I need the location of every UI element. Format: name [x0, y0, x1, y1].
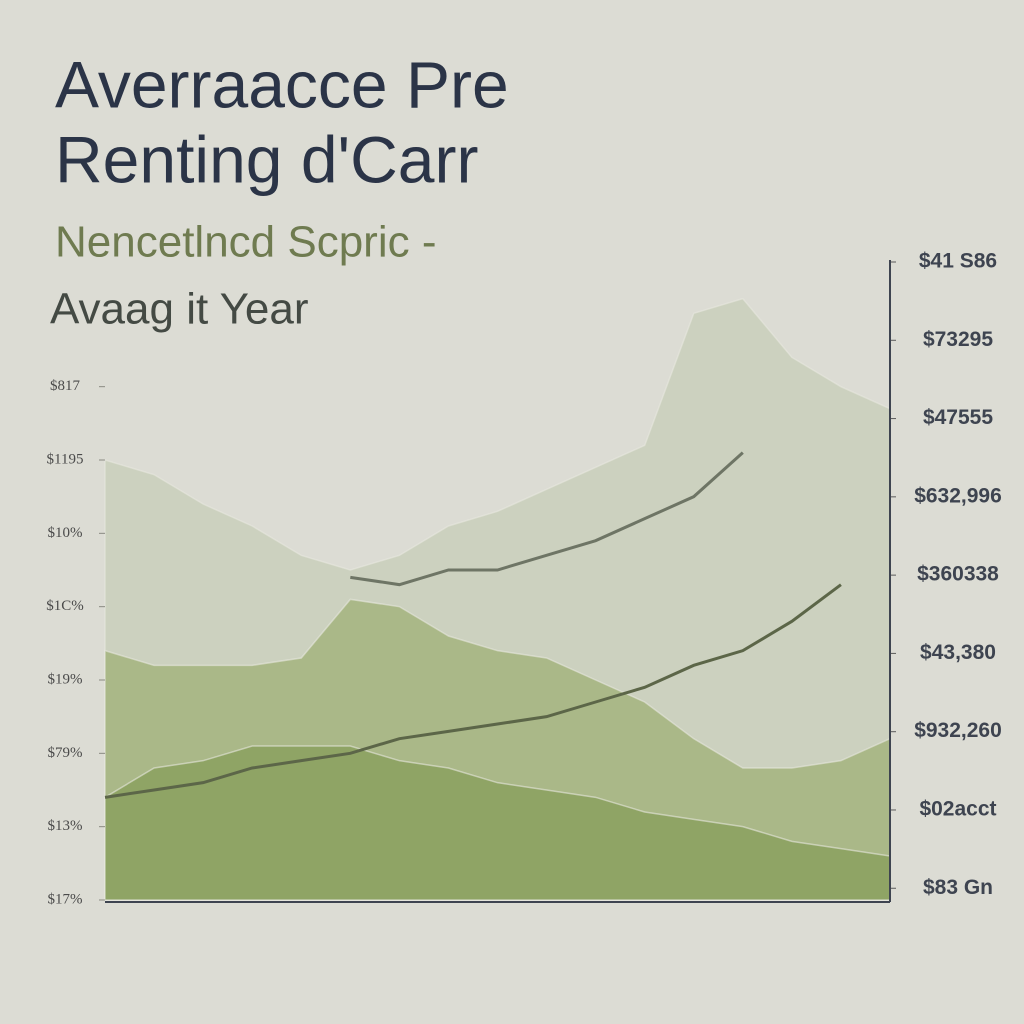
line: [350, 451, 744, 587]
chart-subtitle: Avaag it Year: [50, 285, 309, 334]
line: [104, 583, 842, 799]
y-tick-label: $10%: [48, 525, 83, 541]
chart-subtitle: Nencetlncd Scpric -: [55, 218, 436, 267]
y-tick-label: $1195: [47, 451, 84, 467]
y-tick-label: $17%: [48, 891, 83, 907]
y2-tick-label: $632,996: [914, 484, 1002, 507]
y-tick-label: $1C%: [46, 598, 84, 614]
y2-tick-label: $41 S86: [919, 250, 997, 273]
y-tick-label: $13%: [48, 818, 83, 834]
y2-tick-label: $73295: [923, 328, 993, 351]
y2-tick-label: $83 Gn: [923, 876, 993, 899]
plot-area: $17% $13% $79% $19% $1C% $10% $1195 $817 $83 Gn $…: [46, 250, 1002, 908]
y-tick-label: $79%: [48, 745, 83, 761]
y2-tick-label: $02acct: [919, 798, 996, 821]
chart-title: Averraacce Pre: [55, 47, 509, 121]
y2-tick-label: $47555: [923, 406, 993, 429]
y-tick-label: $19%: [48, 671, 83, 687]
chart-title: Renting d'Carr: [55, 122, 478, 196]
y2-tick-label: $43,380: [920, 641, 996, 664]
y-tick-label: $817: [50, 378, 81, 394]
y2-tick-label: $932,260: [914, 719, 1002, 742]
y2-tick-label: $360338: [917, 563, 999, 586]
area: [104, 745, 891, 901]
